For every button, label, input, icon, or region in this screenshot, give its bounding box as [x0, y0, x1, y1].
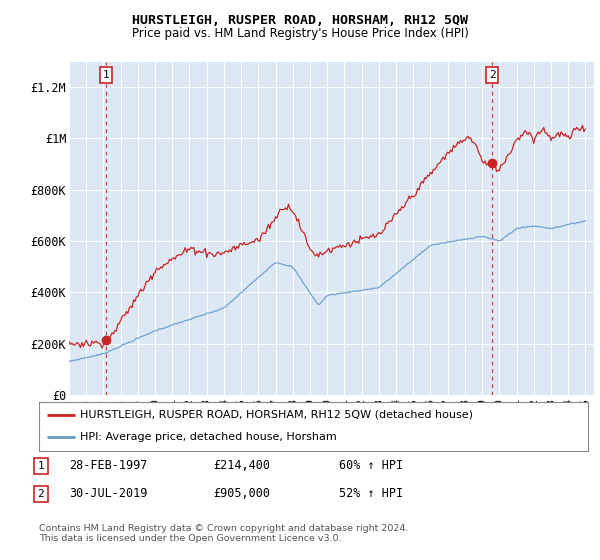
- Text: HURSTLEIGH, RUSPER ROAD, HORSHAM, RH12 5QW (detached house): HURSTLEIGH, RUSPER ROAD, HORSHAM, RH12 5…: [80, 410, 473, 420]
- Text: Price paid vs. HM Land Registry's House Price Index (HPI): Price paid vs. HM Land Registry's House …: [131, 27, 469, 40]
- Text: £905,000: £905,000: [213, 487, 270, 501]
- Text: 60% ↑ HPI: 60% ↑ HPI: [339, 459, 403, 473]
- Text: Contains HM Land Registry data © Crown copyright and database right 2024.
This d: Contains HM Land Registry data © Crown c…: [39, 524, 409, 543]
- Text: 52% ↑ HPI: 52% ↑ HPI: [339, 487, 403, 501]
- Text: HPI: Average price, detached house, Horsham: HPI: Average price, detached house, Hors…: [80, 432, 337, 442]
- Text: HURSTLEIGH, RUSPER ROAD, HORSHAM, RH12 5QW: HURSTLEIGH, RUSPER ROAD, HORSHAM, RH12 5…: [132, 14, 468, 27]
- Text: 1: 1: [103, 70, 109, 80]
- Text: 2: 2: [489, 70, 496, 80]
- Text: 30-JUL-2019: 30-JUL-2019: [69, 487, 148, 501]
- Text: 1: 1: [37, 461, 44, 471]
- Text: £214,400: £214,400: [213, 459, 270, 473]
- Text: 28-FEB-1997: 28-FEB-1997: [69, 459, 148, 473]
- Text: 2: 2: [37, 489, 44, 499]
